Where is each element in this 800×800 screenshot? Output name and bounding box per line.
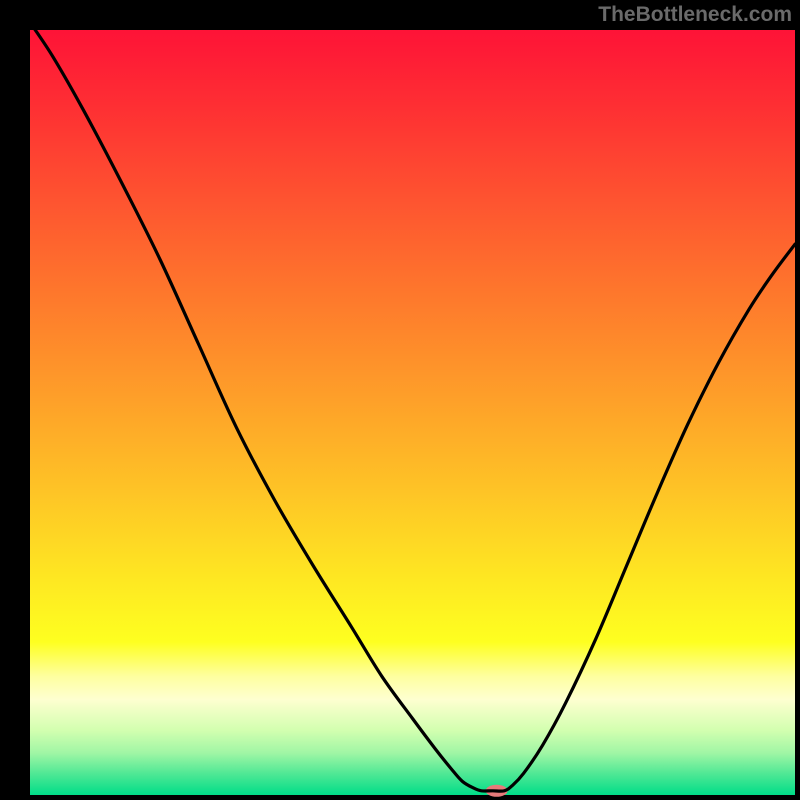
- bottleneck-chart: [0, 0, 800, 800]
- plot-background: [30, 30, 795, 795]
- watermark-text: TheBottleneck.com: [598, 3, 792, 27]
- chart-container: TheBottleneck.com: [0, 0, 800, 800]
